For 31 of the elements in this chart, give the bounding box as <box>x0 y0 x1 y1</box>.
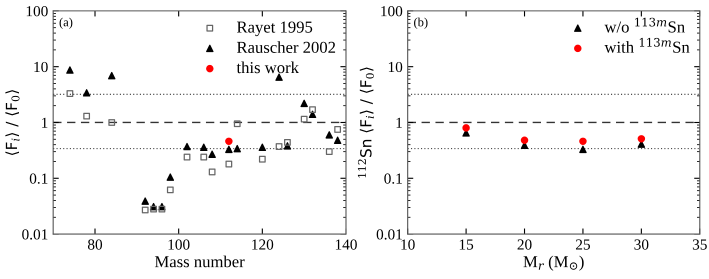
annotation: (b) <box>414 18 428 29</box>
legend-label: with $^{113m}$Sn <box>604 38 690 53</box>
legend-label: w/o $^{113m}$Sn <box>604 18 685 33</box>
y-tick-label: 0.1 <box>30 173 48 184</box>
x-axis-title: M$_{r}$ (M$_{⊙}$) <box>523 256 584 271</box>
legend-label: Rauscher 2002 <box>236 41 336 53</box>
annotation: (a) <box>60 18 72 29</box>
y-tick-label: 100 <box>381 6 402 16</box>
x-tick-label: 100 <box>168 239 190 250</box>
y-tick-label: 1 <box>396 118 402 128</box>
x-tick-label: 25 <box>576 239 590 250</box>
y-tick-label: 100 <box>26 6 48 16</box>
x-tick-label: 20 <box>518 239 532 250</box>
x-tick-label: 80 <box>88 239 102 250</box>
x-tick-label: 35 <box>692 239 707 250</box>
legend-label: Rayet 1995 <box>236 22 312 36</box>
x-tick-label: 30 <box>634 239 648 250</box>
x-tick-label: 15 <box>460 239 474 250</box>
y-axis-title: $^{112}$Sn ⟨F$_{i}$⟩ / ⟨F$_{0}$⟩ <box>358 68 374 178</box>
y-tick-label: 0.01 <box>22 229 48 240</box>
x-tick-label: 120 <box>252 239 274 250</box>
x-tick-label: 10 <box>401 239 415 250</box>
y-tick-label: 0.01 <box>376 229 402 240</box>
y-tick-label: 10 <box>388 62 402 72</box>
x-axis-title: Mass number <box>154 256 245 268</box>
y-axis-title: ⟨F$_{i}$⟩ / ⟨F$_{0}$⟩ <box>5 90 20 155</box>
y-tick-label: 1 <box>42 118 48 128</box>
legend-label: this work <box>236 61 299 74</box>
y-tick-label: 10 <box>34 62 48 72</box>
x-tick-label: 140 <box>336 239 357 250</box>
y-tick-label: 0.1 <box>384 173 402 184</box>
